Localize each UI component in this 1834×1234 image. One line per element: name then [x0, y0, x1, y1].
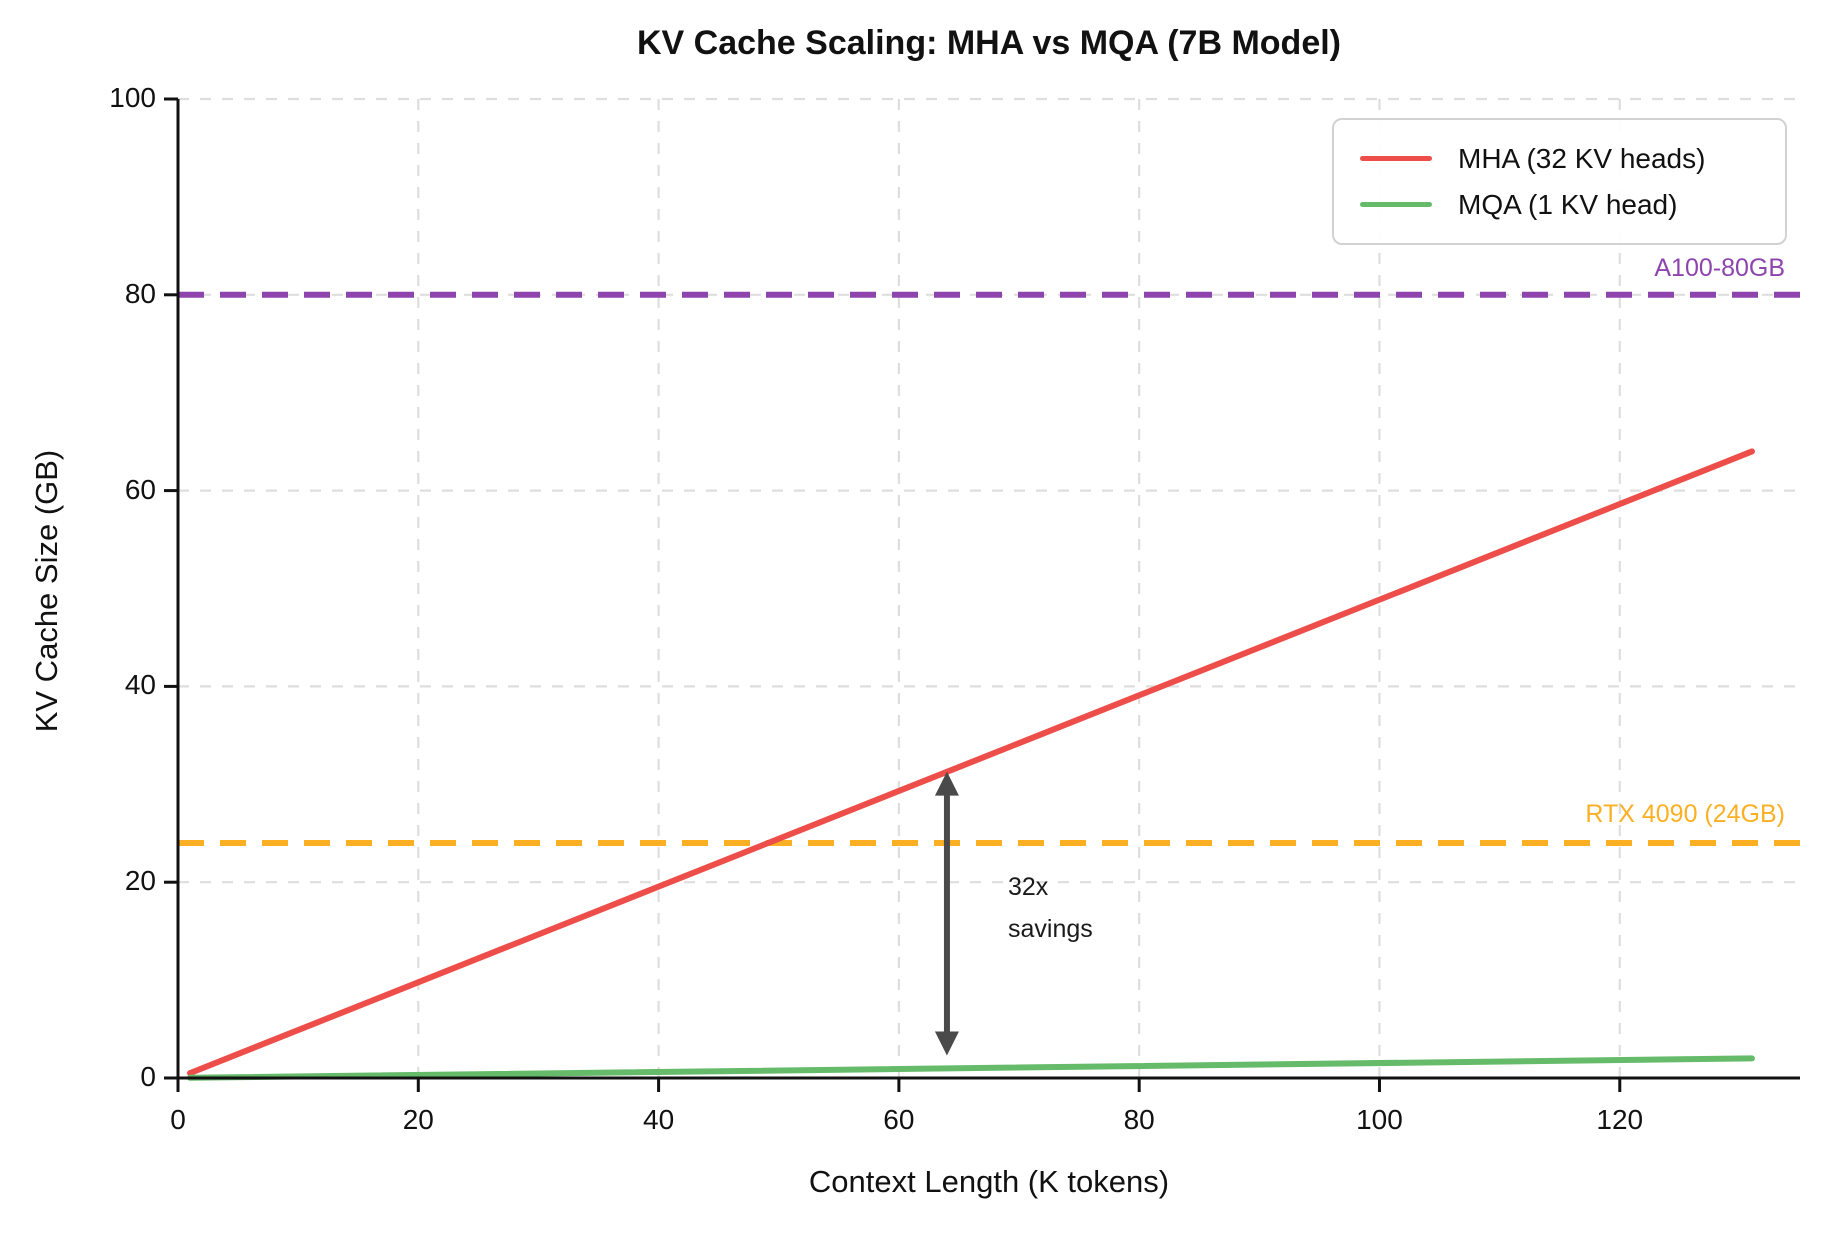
y-tick-label: 100 — [109, 82, 156, 113]
series-line — [187, 448, 1755, 1077]
y-tick-label: 60 — [124, 473, 156, 505]
legend-item-mqa: MQA (1 KV head) — [1334, 189, 1785, 221]
chart-title: KV Cache Scaling: MHA vs MQA (7B Model) — [636, 24, 1342, 62]
legend-label-mha: MHA (32 KV heads) — [1458, 142, 1706, 174]
x-tick-label: 0 — [170, 1104, 186, 1135]
savings-annotation: 32x savings — [1008, 866, 1093, 950]
y-tick-label: 40 — [124, 669, 156, 701]
reference-label-rtx4090: RTX 4090 (24GB) — [1585, 800, 1785, 828]
legend: MHA (32 KV heads) MQA (1 KV head) — [1332, 118, 1787, 245]
y-tick-label: 80 — [124, 277, 156, 309]
y-tick-label: 0 — [140, 1061, 156, 1092]
x-tick-label: 40 — [643, 1104, 675, 1135]
reference-label-a100: A100-80GB — [1654, 254, 1785, 282]
y-axis-title: KV Cache Size (GB) — [29, 449, 64, 733]
series-line — [187, 1055, 1755, 1081]
x-tick-label: 60 — [883, 1104, 915, 1135]
x-tick-label: 80 — [1123, 1104, 1155, 1135]
mqa-line-swatch — [1360, 202, 1432, 207]
savings-arrow-head-bottom — [934, 1031, 959, 1056]
savings-annotation-line1: 32x — [1008, 873, 1049, 901]
savings-annotation-line2: savings — [1008, 915, 1093, 943]
x-tick-label: 120 — [1596, 1104, 1644, 1135]
savings-arrow-head-top — [934, 771, 959, 796]
legend-item-mha: MHA (32 KV heads) — [1334, 143, 1785, 175]
x-axis-title: Context Length (K tokens) — [808, 1164, 1170, 1199]
mha-line-swatch — [1360, 156, 1432, 161]
x-tick-label: 20 — [402, 1104, 434, 1135]
y-tick-label: 20 — [124, 865, 156, 897]
x-tick-label: 100 — [1356, 1104, 1403, 1135]
legend-label-mqa: MQA (1 KV head) — [1458, 188, 1678, 220]
